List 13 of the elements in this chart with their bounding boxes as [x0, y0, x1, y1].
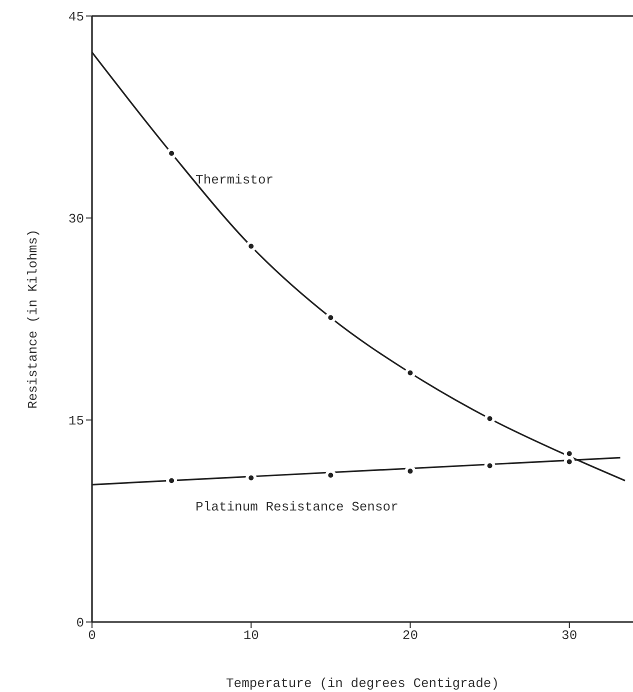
- y-tick-label: 30: [68, 212, 84, 227]
- x-tick-label: 30: [562, 628, 578, 644]
- x-tick-label: 0: [88, 628, 96, 644]
- y-axis-title: Resistance (in Kilohms): [26, 229, 41, 409]
- y-tick-label: 0: [76, 616, 84, 631]
- y-tick-label: 45: [68, 10, 84, 25]
- x-tick-label: 20: [402, 628, 418, 644]
- x-tick-label: 10: [243, 628, 259, 644]
- x-axis-title: Temperature (in degrees Centigrade): [226, 676, 500, 691]
- y-tick-label: 15: [68, 414, 84, 429]
- point: [246, 240, 257, 252]
- text: Thermistor: [196, 172, 274, 188]
- text: Platinum Resistance Sensor: [196, 500, 398, 515]
